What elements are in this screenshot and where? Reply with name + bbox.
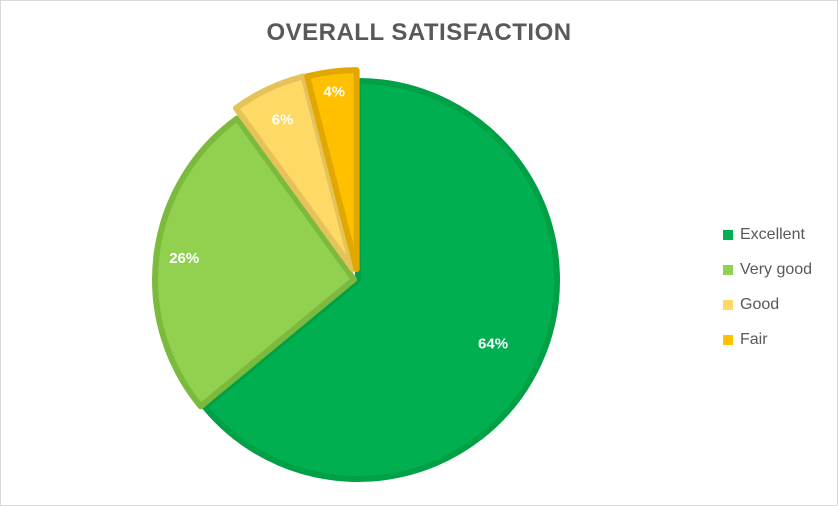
legend-swatch-good	[723, 299, 733, 310]
legend-swatch-very-good	[723, 264, 733, 275]
pie-slice-very-good	[152, 115, 358, 410]
data-label-excellent: 64%	[478, 336, 508, 353]
pie-slice-fair	[304, 67, 360, 273]
legend-label-fair: Fair	[740, 330, 768, 348]
pie-data-labels: 64% 26% 6% 4%	[169, 83, 508, 352]
legend-swatch-fair	[723, 334, 733, 345]
pie-slice-excellent	[201, 78, 560, 482]
legend-item-fair: Fair	[723, 322, 812, 357]
legend-item-excellent: Excellent	[723, 217, 812, 252]
data-label-good: 6%	[272, 112, 294, 129]
legend-label-very-good: Very good	[740, 260, 813, 278]
legend-label-good: Good	[740, 295, 780, 313]
pie-slices	[152, 67, 560, 482]
legend-item-good: Good	[723, 287, 812, 322]
legend-label-excellent: Excellent	[740, 225, 805, 243]
data-label-fair: 4%	[323, 83, 345, 100]
legend-item-very-good: Very good	[723, 252, 812, 287]
pie-slice-good	[232, 73, 356, 273]
legend-swatch-excellent	[723, 229, 733, 240]
data-label-very-good: 26%	[169, 250, 199, 267]
chart-title: OVERALL SATISFACTION	[266, 19, 572, 46]
legend: Excellent Very good Good Fair	[723, 217, 812, 357]
